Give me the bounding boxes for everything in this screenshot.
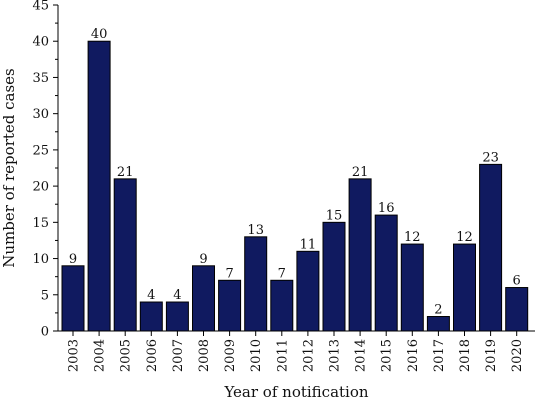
bar-2016 [400, 243, 424, 332]
data-label-2015: 16 [378, 201, 395, 216]
x-tick-label-2015: 2015 [380, 339, 395, 372]
x-tick-label-2011: 2011 [275, 339, 290, 372]
data-label-2008: 9 [199, 252, 207, 267]
y-tick-label: 35 [32, 71, 49, 86]
x-axis-title: Year of notification [223, 383, 368, 401]
x-tick-label-2007: 2007 [171, 339, 186, 372]
bar-2013 [322, 221, 346, 332]
bar-2008 [192, 265, 215, 332]
data-labels-layer: 9 40 21 4 4 9 7 13 7 11 15 21 16 12 2 12 23 6 [69, 27, 521, 317]
data-label-2012: 11 [300, 237, 317, 252]
y-axis-title: Number of reported cases [0, 68, 18, 268]
y-tick-label: 45 [32, 0, 49, 14]
x-tick-label-2018: 2018 [458, 339, 473, 372]
x-tick-label-2006: 2006 [145, 339, 160, 372]
x-tick-label-2014: 2014 [354, 339, 369, 372]
data-label-2014: 21 [352, 165, 369, 180]
bars-layer [61, 40, 529, 332]
bar-2010 [244, 236, 268, 332]
data-label-2005: 21 [117, 165, 134, 180]
bar-2011 [270, 279, 294, 332]
x-tick-label-2009: 2009 [223, 339, 238, 372]
bar-2009 [218, 279, 242, 332]
data-label-2007: 4 [173, 288, 181, 303]
bar-2007 [165, 301, 189, 332]
bar-2015 [374, 214, 398, 332]
data-label-2006: 4 [147, 288, 155, 303]
y-tick-label: 25 [32, 143, 49, 158]
bar-2006 [139, 301, 163, 332]
bar-2020 [505, 287, 529, 332]
data-label-2003: 9 [69, 252, 77, 267]
y-tick-label: 20 [32, 180, 49, 195]
bar-2017 [426, 316, 450, 332]
x-tick-label-2019: 2019 [484, 339, 499, 372]
y-ticks-layer: 0 5 10 15 20 25 30 35 40 45 [32, 0, 58, 340]
y-tick-label: 40 [32, 35, 49, 50]
x-tick-label-2005: 2005 [119, 339, 134, 372]
x-tick-label-2008: 2008 [197, 339, 212, 372]
data-label-2017: 2 [434, 303, 442, 318]
y-tick-label: 0 [41, 325, 49, 340]
data-label-2010: 13 [247, 223, 264, 238]
data-label-2004: 40 [91, 27, 108, 42]
bar-2003 [61, 265, 85, 332]
bar-2019 [479, 163, 503, 332]
bar-2014 [348, 178, 372, 332]
x-tick-label-2004: 2004 [93, 339, 108, 372]
bar-2012 [296, 250, 320, 332]
y-tick-label: 5 [41, 288, 49, 303]
y-tick-label: 10 [32, 252, 49, 267]
data-label-2019: 23 [482, 150, 499, 165]
x-tick-label-2016: 2016 [406, 339, 421, 372]
data-label-2018: 12 [456, 230, 473, 245]
x-tick-label-2010: 2010 [249, 339, 264, 372]
x-tick-label-2003: 2003 [67, 339, 82, 372]
bar-2018 [453, 243, 476, 332]
bar-2004 [87, 40, 111, 332]
bar-2005 [113, 178, 137, 332]
x-tick-label-2012: 2012 [301, 339, 316, 372]
x-tick-label-2020: 2020 [510, 339, 525, 372]
data-label-2020: 6 [513, 274, 521, 289]
y-tick-label: 15 [32, 216, 49, 231]
data-label-2013: 15 [326, 208, 343, 223]
y-tick-label: 30 [32, 107, 49, 122]
x-tick-label-2017: 2017 [432, 339, 447, 372]
data-label-2016: 12 [404, 230, 421, 245]
x-ticks-layer: 2003 2004 2005 2006 2007 2008 2009 2010 2011 2012… [67, 331, 525, 372]
x-tick-label-2013: 2013 [328, 339, 343, 372]
data-label-2009: 7 [225, 266, 233, 281]
data-label-2011: 7 [278, 266, 286, 281]
